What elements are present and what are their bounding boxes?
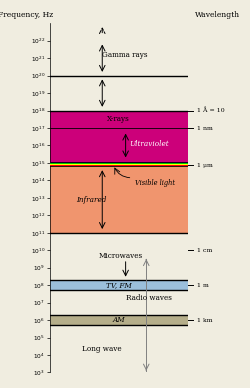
- Text: 1 μm: 1 μm: [197, 163, 213, 168]
- Bar: [50, 163, 188, 164]
- Text: Infrared: Infrared: [76, 196, 106, 204]
- Bar: [50, 111, 188, 128]
- Bar: [50, 162, 188, 163]
- Text: 1 km: 1 km: [197, 318, 212, 322]
- Text: 1 m: 1 m: [197, 283, 209, 288]
- Text: Gamma rays: Gamma rays: [102, 51, 148, 59]
- Bar: [50, 128, 188, 162]
- Text: 1 Å = 10: 1 Å = 10: [197, 108, 225, 113]
- Bar: [50, 280, 188, 290]
- Text: Wavelength: Wavelength: [194, 11, 240, 19]
- Bar: [50, 315, 188, 325]
- Bar: [50, 166, 188, 233]
- Text: Visible light: Visible light: [135, 179, 175, 187]
- Bar: [50, 165, 188, 166]
- Text: AM: AM: [112, 316, 125, 324]
- Text: Microwaves: Microwaves: [98, 252, 142, 260]
- Text: Long wave: Long wave: [82, 345, 122, 353]
- Text: Ultraviolet: Ultraviolet: [129, 140, 169, 148]
- Text: Frequency, Hz: Frequency, Hz: [0, 11, 53, 19]
- Text: TV, FM: TV, FM: [106, 281, 132, 289]
- Bar: [50, 164, 188, 165]
- Text: X-rays: X-rays: [108, 115, 130, 123]
- Text: 1 cm: 1 cm: [197, 248, 212, 253]
- Text: 1 nm: 1 nm: [197, 126, 213, 130]
- Text: Radio waves: Radio waves: [126, 294, 172, 302]
